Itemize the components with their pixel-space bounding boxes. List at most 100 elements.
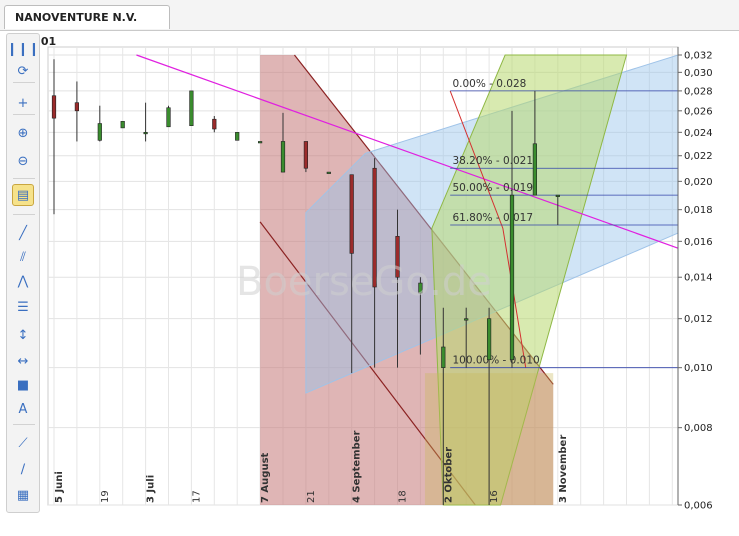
y-tick-label: 0,010	[684, 363, 713, 374]
fib-level-label: 61.80% - 0.017	[452, 212, 533, 224]
candle-body	[97, 123, 102, 141]
candle-body	[326, 171, 331, 174]
polyline-tool-glyph: ⋀	[17, 273, 29, 289]
candle-body	[212, 118, 217, 130]
toolbar-separator	[13, 214, 35, 215]
candle	[532, 90, 538, 196]
vertical-line-glyph: ↕	[17, 327, 29, 343]
red-channel-lower	[259, 221, 476, 506]
y-tick-label: 0,014	[684, 273, 713, 284]
x-tick-label: 18	[398, 490, 409, 503]
y-tick-label: 0,026	[684, 106, 713, 117]
y-tick-label: 0,020	[684, 177, 713, 188]
toolbar-separator	[13, 424, 35, 425]
candle-body	[143, 132, 148, 135]
candle-body	[418, 282, 423, 294]
candle	[326, 171, 331, 174]
candle-body	[555, 194, 560, 197]
candle-body	[509, 194, 515, 361]
color-grid-icon[interactable]: ▦	[12, 484, 34, 506]
candle	[166, 105, 171, 128]
zoom-out-icon[interactable]: ⊖	[12, 150, 34, 172]
channel-tool-glyph: ⫽	[20, 249, 26, 265]
x-tick-label: 4 September	[352, 430, 363, 503]
candle-body	[532, 143, 538, 196]
x-tick-label: 16	[489, 490, 500, 503]
candle-body	[395, 236, 400, 278]
candle	[97, 105, 102, 142]
candle-body	[280, 141, 286, 173]
magenta-trendline	[136, 54, 679, 249]
fib-level-label: 38.20% - 0.021	[452, 155, 533, 167]
fan-tool-icon[interactable]: ⟋	[12, 432, 34, 454]
candle	[143, 102, 148, 142]
candle	[212, 116, 217, 133]
x-tick-label: 5 Juni	[54, 471, 65, 503]
color-grid-glyph: ▦	[16, 487, 30, 503]
chart-settings-icon[interactable]: ▤	[12, 184, 34, 206]
y-tick-label: 0,008	[684, 423, 713, 434]
candle-body	[258, 141, 263, 144]
panel-grip-icon[interactable]: ❙❙❙	[7, 38, 40, 60]
x-tick-label: 17	[191, 490, 202, 503]
rectangle-tool-glyph: ■	[16, 377, 30, 393]
rectangle-tool-icon[interactable]: ■	[12, 374, 34, 396]
candle	[486, 307, 492, 505]
horizontal-line-glyph: ↔	[17, 353, 29, 369]
candle-body	[464, 318, 469, 321]
candle	[372, 158, 377, 368]
polyline-tool-icon[interactable]: ⋀	[12, 270, 34, 292]
candle-body	[166, 107, 171, 128]
candle	[189, 90, 194, 126]
candle	[120, 121, 125, 129]
candle	[555, 194, 560, 226]
crosshair-icon[interactable]: +	[12, 92, 34, 114]
candle-body	[441, 346, 446, 368]
fibonacci-tool-icon[interactable]: ☰	[12, 296, 34, 318]
zoom-in-icon[interactable]: ⊕	[12, 122, 34, 144]
candle-body	[303, 141, 309, 169]
channel-tool-icon[interactable]: ⫽	[12, 246, 34, 268]
price-chart[interactable]: 0.00% - 0.028 38.20% - 0.021 50.00% - 0.01…	[44, 33, 739, 513]
candle-body	[189, 90, 194, 126]
candle	[464, 307, 469, 368]
candlesticks	[51, 59, 560, 505]
candle	[418, 277, 423, 355]
chart-settings-glyph: ▤	[16, 187, 30, 203]
candle-body	[235, 132, 240, 141]
horizontal-line-icon[interactable]: ↔	[12, 350, 34, 372]
refresh-glyph: ⟳	[17, 63, 29, 79]
y-tick-label: 0,016	[684, 237, 713, 248]
text-tool-glyph: A	[18, 401, 28, 417]
y-tick-label: 0,022	[684, 151, 713, 162]
chart-axes: 0,032 0,030 0,028 0,026 0,024 0,022 0,020 0,018…	[54, 47, 713, 512]
candle-body	[51, 95, 57, 119]
watermark-text: BoerseGo.de	[236, 259, 492, 305]
toolbar-separator	[13, 82, 35, 83]
candle	[349, 174, 354, 374]
x-tick-label: 3 Juli	[146, 475, 157, 503]
candle	[51, 59, 57, 215]
fib-level-label: 0.00% - 0.028	[452, 78, 526, 90]
y-tick-label: 0,024	[684, 128, 713, 139]
toolbar-separator	[13, 114, 35, 115]
candle	[509, 110, 515, 368]
candle-body	[349, 174, 354, 254]
x-tick-label: 7 August	[260, 452, 271, 503]
toolbar-separator	[13, 178, 35, 179]
vertical-line-icon[interactable]: ↕	[12, 324, 34, 346]
fan-tool-glyph: ⟋	[18, 435, 28, 451]
candle	[74, 81, 80, 142]
candle-body	[120, 121, 125, 129]
zoom-in-glyph: ⊕	[17, 125, 29, 141]
green-channel-fill	[431, 54, 628, 506]
candle	[441, 307, 446, 505]
x-tick-label: 2 Oktober	[443, 447, 454, 503]
x-tick-label: 19	[100, 490, 111, 503]
line-tool-icon[interactable]: ╱	[12, 222, 34, 244]
tab-chart-title[interactable]: NANOVENTURE N.V. EO-,01	[4, 5, 170, 48]
text-tool-icon[interactable]: A	[12, 398, 34, 420]
tab-bar: NANOVENTURE N.V. EO-,01	[0, 0, 739, 48]
pen-tool-icon[interactable]: ∕	[12, 458, 34, 480]
refresh-icon[interactable]: ⟳	[12, 60, 34, 82]
